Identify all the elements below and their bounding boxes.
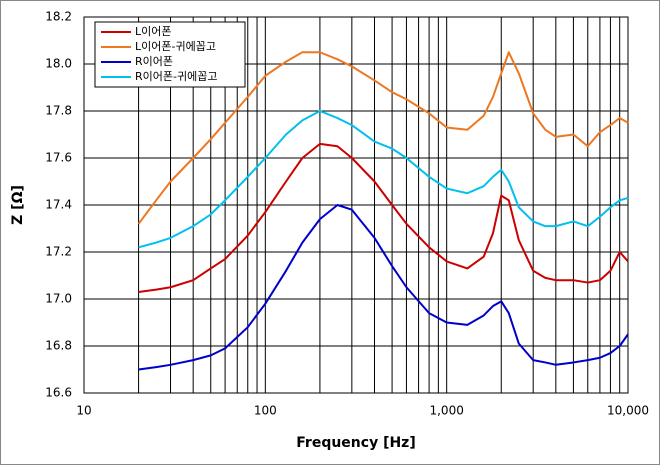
x-axis-title: Frequency [Hz]	[296, 435, 415, 451]
legend-label: R이어폰-귀에꼽고	[135, 70, 217, 83]
series-line	[138, 142, 629, 293]
y-tick-label: 17.2	[45, 245, 72, 259]
series-line	[138, 110, 629, 249]
series-line	[137, 51, 629, 225]
legend: L이어폰 L이어폰-귀에꼽고 R이어폰 R이어폰-귀에꼽고	[94, 21, 246, 88]
y-tick-label: 18.2	[45, 10, 72, 24]
legend-label: L이어폰-귀에꼽고	[135, 40, 216, 53]
x-tick-label: 10	[76, 404, 91, 418]
series-line	[138, 204, 629, 371]
y-tick-label: 17.6	[45, 151, 72, 165]
y-tick-label: 18.0	[45, 57, 72, 71]
x-tick-label: 1,000	[429, 404, 463, 418]
plot-border	[83, 16, 629, 394]
x-tick-label: 10,000	[607, 404, 649, 418]
legend-label: R이어폰	[135, 55, 173, 68]
y-tick-label: 16.6	[45, 386, 72, 400]
legend-label: L이어폰	[135, 25, 172, 38]
y-tick-label: 17.4	[45, 198, 72, 212]
y-tick-label: 17.0	[45, 292, 72, 306]
y-axis-title: Z [Ω]	[10, 185, 26, 225]
y-tick-label: 17.8	[45, 104, 72, 118]
x-tick-label: 100	[254, 404, 277, 418]
y-tick-label: 16.8	[45, 339, 72, 353]
